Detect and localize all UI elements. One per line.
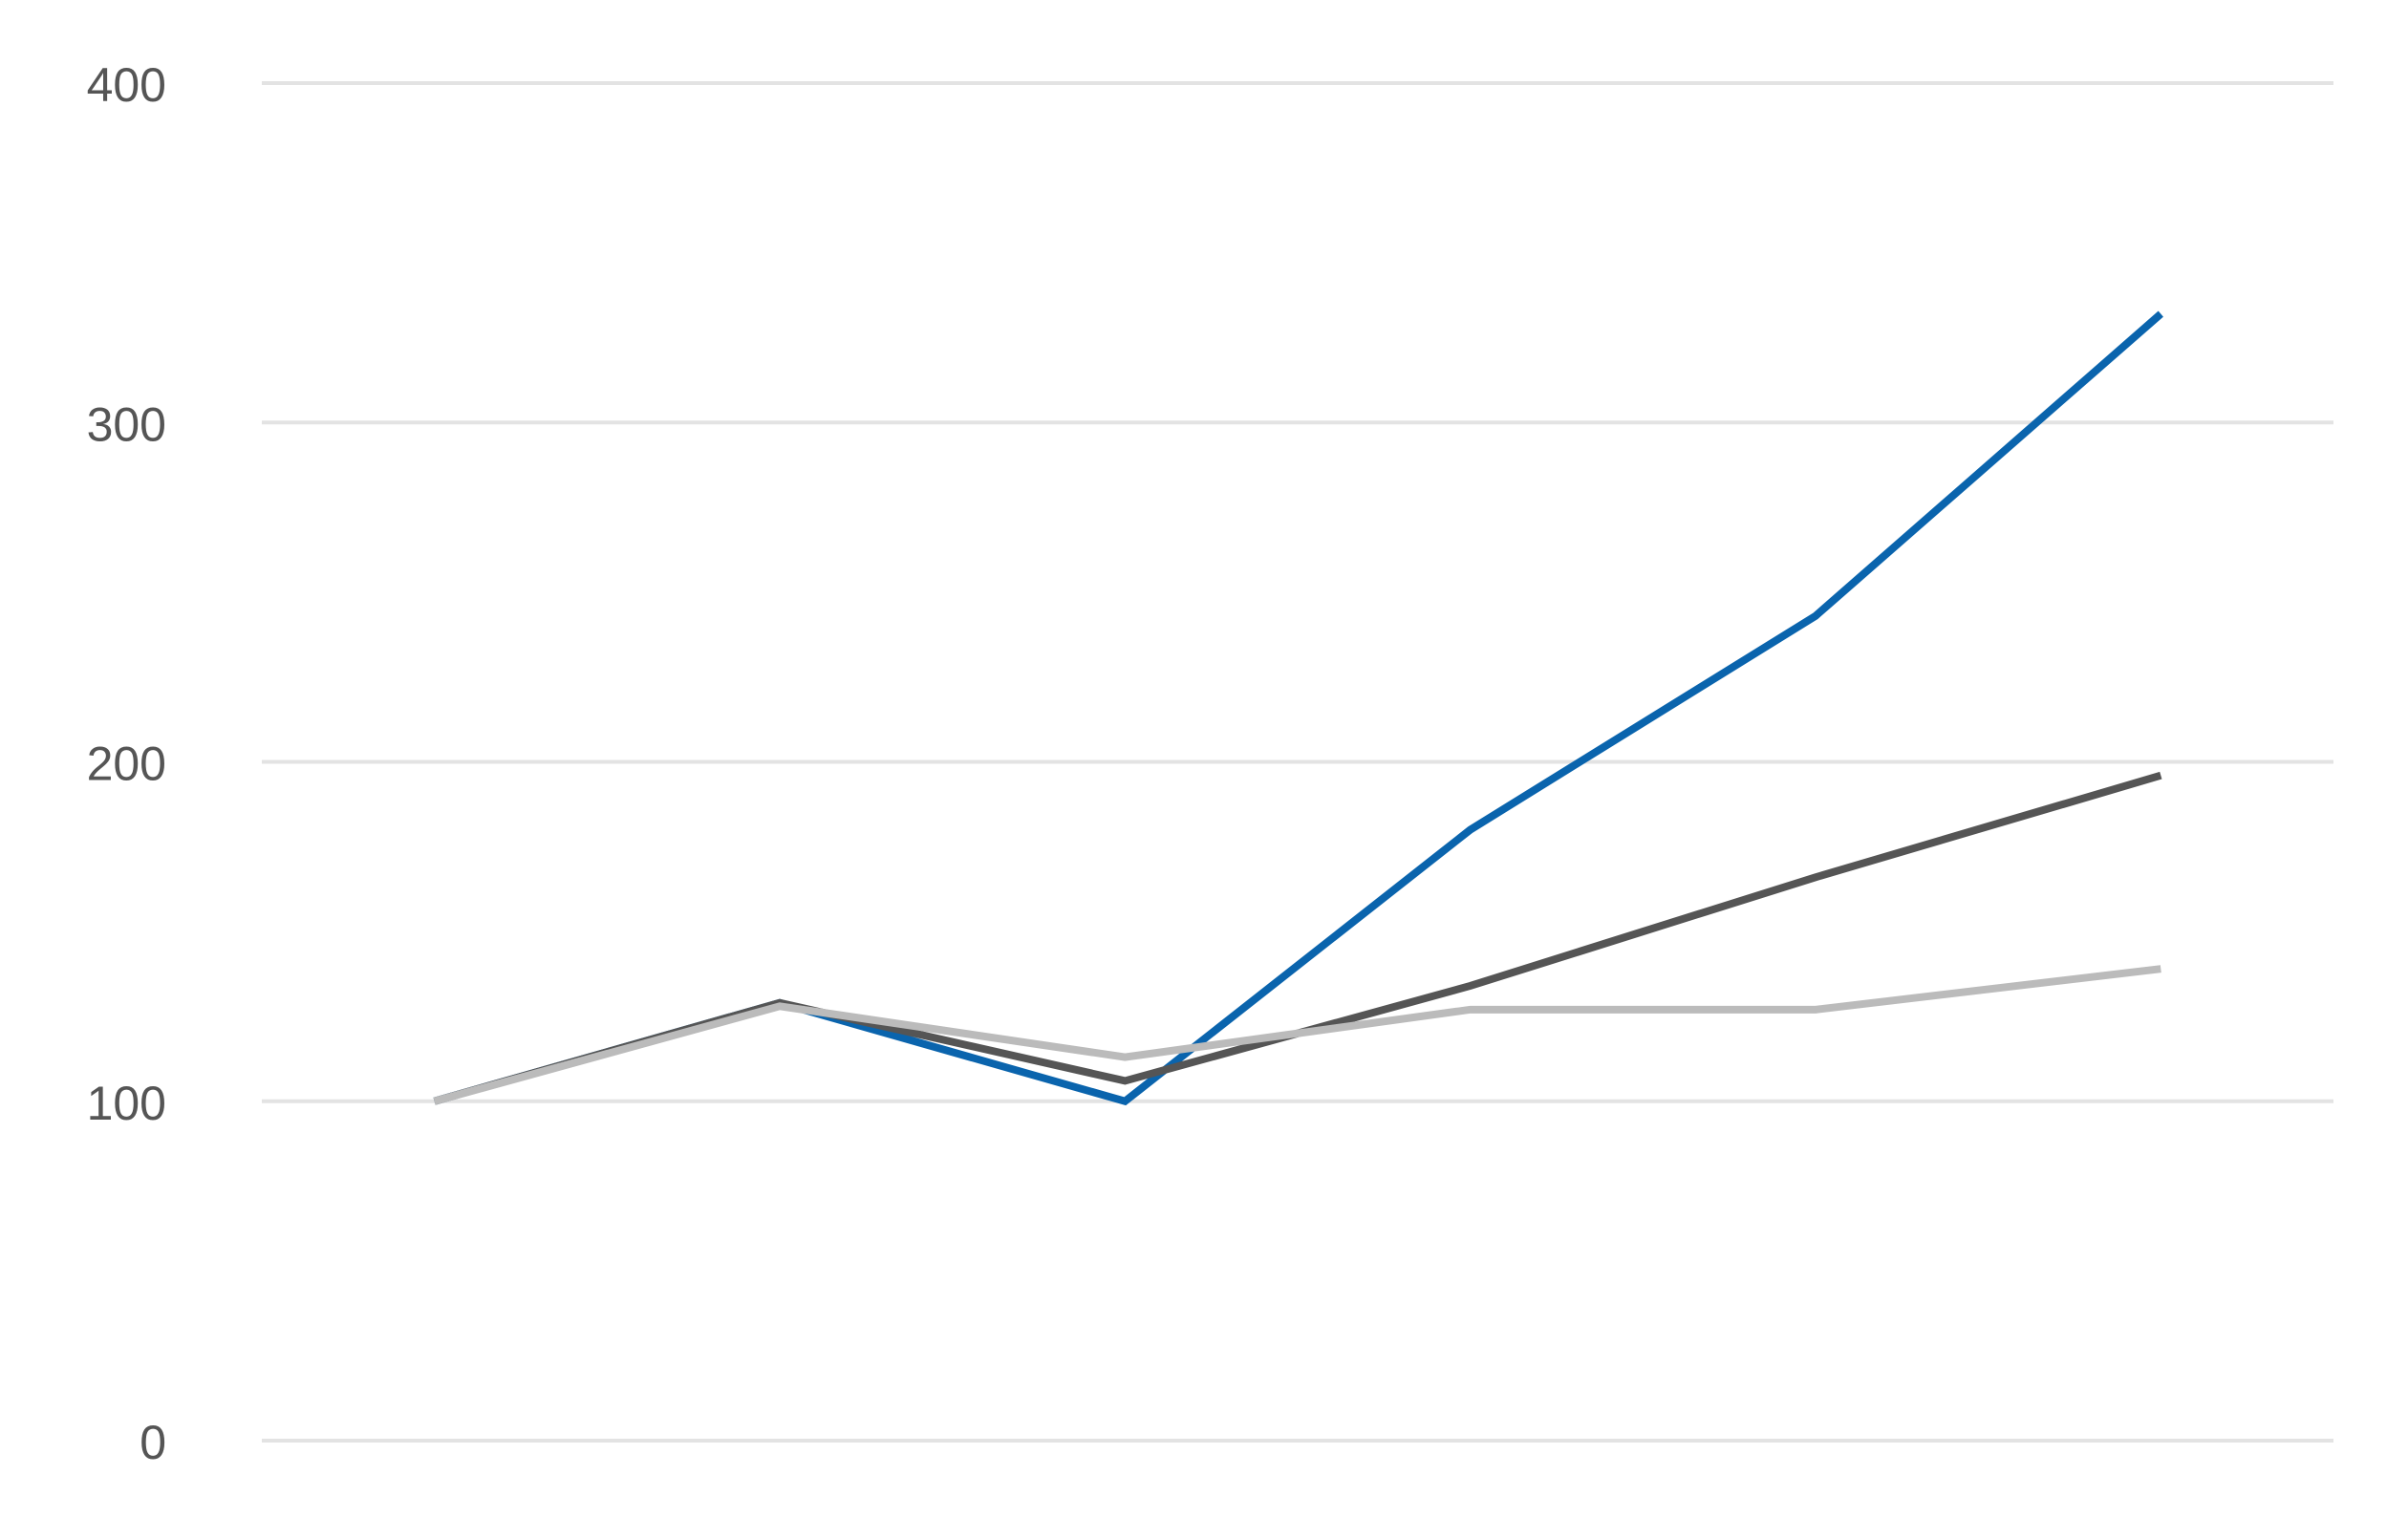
y-tick-label: 100 <box>87 1077 166 1130</box>
y-tick-label: 0 <box>140 1416 166 1469</box>
y-tick-label: 200 <box>87 738 166 791</box>
series-line <box>433 310 2163 1106</box>
series-line <box>433 771 2162 1105</box>
y-tick-label: 400 <box>87 58 166 112</box>
series-line <box>433 965 2161 1105</box>
y-tick-label: 300 <box>87 397 166 451</box>
